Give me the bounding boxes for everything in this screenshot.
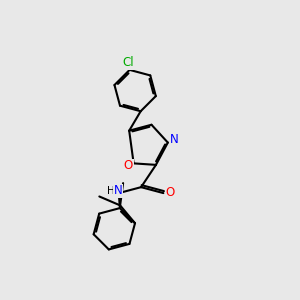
Text: Cl: Cl bbox=[122, 56, 134, 69]
Text: N: N bbox=[113, 184, 122, 197]
Text: H: H bbox=[106, 186, 114, 196]
Text: O: O bbox=[165, 186, 175, 199]
Text: N: N bbox=[170, 133, 179, 146]
Text: O: O bbox=[124, 159, 133, 172]
